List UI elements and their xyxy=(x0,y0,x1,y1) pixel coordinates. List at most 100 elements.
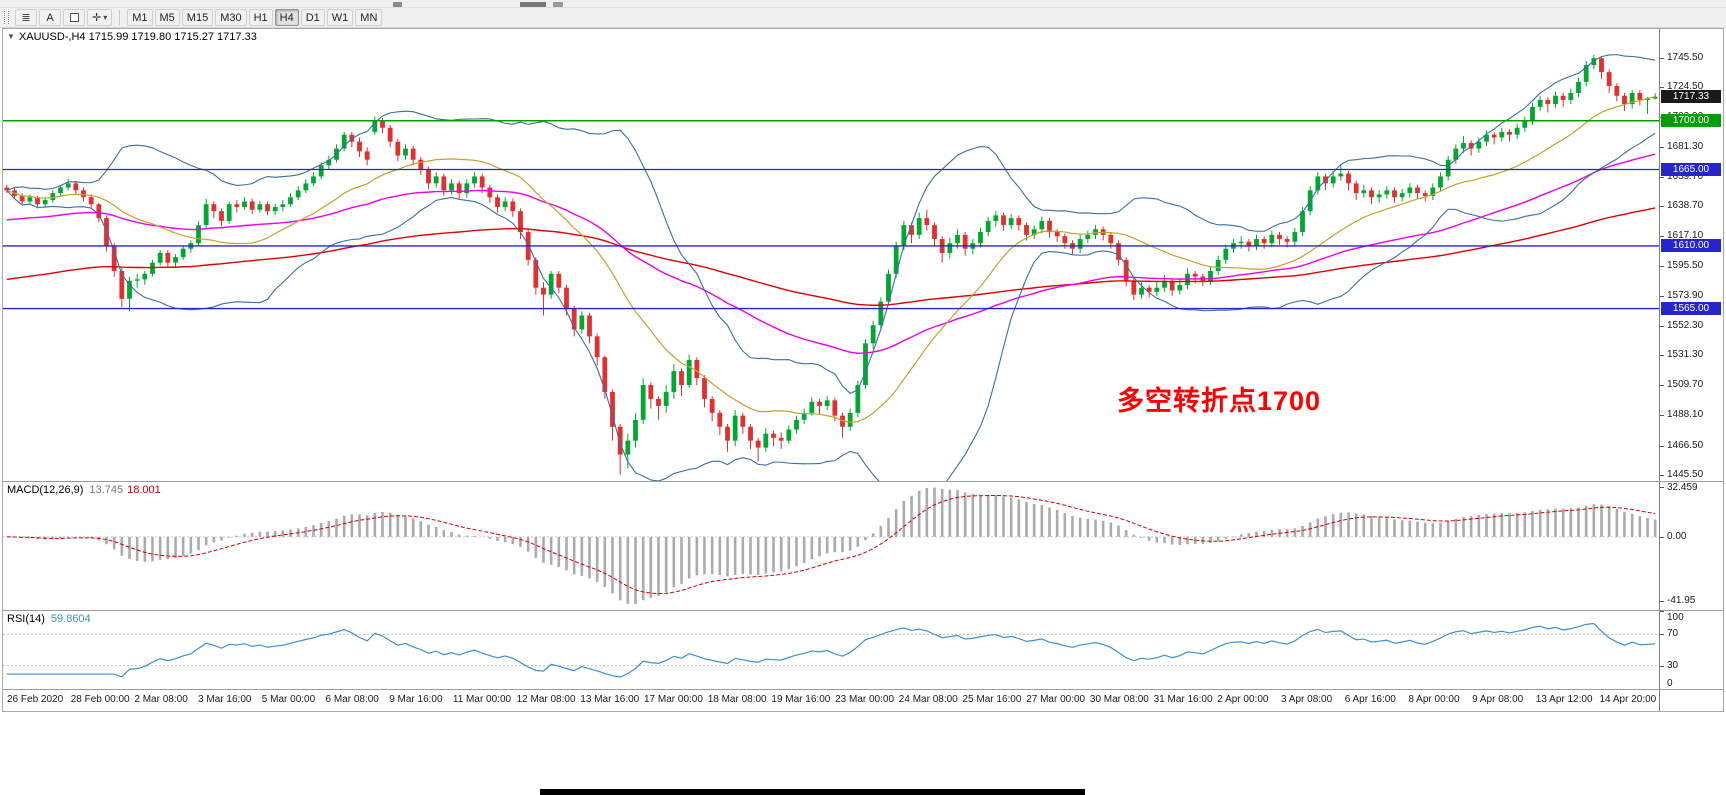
time-axis-label: 17 Mar 00:00 xyxy=(644,694,703,705)
time-axis-label: 2 Apr 00:00 xyxy=(1217,694,1269,705)
select-tool-button[interactable] xyxy=(63,9,85,26)
rsi-tick-label: 0 xyxy=(1667,678,1673,689)
price-tick-label: 1659.70 xyxy=(1667,170,1704,182)
macd-axis[interactable]: 32.459 0.00 -41.95 xyxy=(1660,482,1723,610)
price-tick-label: 1552.30 xyxy=(1667,320,1704,332)
rsi-tick-label: 70 xyxy=(1667,628,1679,640)
time-axis-label: 14 Apr 20:00 xyxy=(1599,694,1657,705)
time-axis-label: 9 Apr 08:00 xyxy=(1472,694,1524,705)
macd-main-value: 13.745 xyxy=(89,484,124,496)
timeframe-button-H1[interactable]: H1 xyxy=(248,9,273,26)
chart-window: ▼ XAUUSD-,H4 1715.99 1719.80 1715.27 1717… xyxy=(2,28,1724,712)
price-tick-label: 1595.50 xyxy=(1667,260,1704,272)
price-tick-label: 1724.50 xyxy=(1667,80,1704,92)
time-axis-label: 19 Mar 16:00 xyxy=(771,694,831,705)
rsi-axis[interactable]: 100 70 30 0 xyxy=(1660,611,1723,689)
time-axis-label: 3 Apr 08:00 xyxy=(1281,694,1333,705)
time-axis[interactable]: 26 Feb 2020 28 Feb 00:00 2 Mar 08:00 3 Mar … xyxy=(3,690,1659,711)
price-level-badge[interactable]: 1700.00 xyxy=(1661,114,1721,128)
toolbar: ≣ A ✛ ▾ M1 M5 M15 M30 H1 H4 D1 W1 MN xyxy=(0,8,1726,28)
timeframe-buttons: M1 M5 M15 M30 H1 H4 D1 W1 MN xyxy=(127,9,383,26)
bottom-bar-fragment xyxy=(540,789,1085,795)
crosshair-tool-button[interactable]: ✛ ▾ xyxy=(87,9,113,26)
rsi-header: RSI(14) 59.8604 xyxy=(7,613,91,625)
macd-signal-value: 18.001 xyxy=(127,484,161,496)
timeframe-button-H4[interactable]: H4 xyxy=(274,9,299,26)
macd-pane[interactable]: MACD(12,26,9) 13.745 18.001 xyxy=(3,482,1659,610)
time-axis-label: 23 Mar 00:00 xyxy=(835,694,895,705)
time-axis-label: 3 Mar 16:00 xyxy=(198,694,252,705)
rsi-label: RSI(14) xyxy=(7,613,45,625)
time-axis-label: 8 Apr 00:00 xyxy=(1408,694,1460,705)
pane-splitter[interactable] xyxy=(3,689,1723,690)
time-axis-label: 28 Feb 00:00 xyxy=(70,694,130,705)
time-axis-label: 5 Mar 00:00 xyxy=(261,694,316,705)
macd-tick-label: -41.95 xyxy=(1667,594,1696,606)
timeframe-button-D1[interactable]: D1 xyxy=(300,9,325,26)
rsi-tick-label: 30 xyxy=(1667,659,1679,671)
annotation-tool-button[interactable]: A xyxy=(39,9,61,26)
rsi-tick-label: 100 xyxy=(1667,612,1684,623)
collapse-icon[interactable]: ▼ xyxy=(7,32,15,41)
time-axis-label: 26 Feb 2020 xyxy=(7,694,64,705)
selection-box-icon xyxy=(69,13,79,22)
time-axis-label: 30 Mar 08:00 xyxy=(1089,694,1149,705)
macd-header: MACD(12,26,9) 13.745 18.001 xyxy=(7,484,161,496)
toolbar-separator xyxy=(119,10,121,25)
time-axis-label: 31 Mar 16:00 xyxy=(1153,694,1213,705)
price-tick-label: 1509.70 xyxy=(1667,379,1704,391)
timeframe-button-M15[interactable]: M15 xyxy=(181,9,214,26)
timeframe-button-MN[interactable]: MN xyxy=(355,9,383,26)
current-price-badge: 1717.33 xyxy=(1661,90,1721,104)
rsi-value: 59.8604 xyxy=(50,613,91,625)
price-level-badge[interactable]: 1610.00 xyxy=(1661,239,1721,253)
chart-title: ▼ XAUUSD-,H4 1715.99 1719.80 1715.27 1717… xyxy=(7,31,257,43)
price-level-badge[interactable]: 1665.00 xyxy=(1661,162,1721,176)
price-level-badge[interactable]: 1565.00 xyxy=(1661,302,1721,316)
main-chart-canvas[interactable] xyxy=(3,29,1659,481)
price-axis[interactable]: 1745.501724.501702.901681.301659.701638.… xyxy=(1660,29,1723,481)
window-artifact xyxy=(393,2,402,7)
time-axis-label: 27 Mar 00:00 xyxy=(1026,694,1086,705)
price-tick-label: 1681.30 xyxy=(1667,140,1704,152)
macd-tick-label: 32.459 xyxy=(1667,482,1698,493)
window-artifact xyxy=(520,2,546,7)
macd-canvas[interactable] xyxy=(3,482,1659,610)
timeframe-button-M1[interactable]: M1 xyxy=(127,9,153,26)
price-tick-label: 1573.90 xyxy=(1667,290,1704,302)
time-axis-label: 13 Apr 12:00 xyxy=(1535,694,1593,705)
rsi-pane[interactable]: RSI(14) 59.8604 xyxy=(3,611,1659,689)
time-axis-label: 12 Mar 08:00 xyxy=(516,694,576,705)
time-axis-label: 6 Apr 16:00 xyxy=(1344,694,1396,705)
main-chart-pane[interactable]: ▼ XAUUSD-,H4 1715.99 1719.80 1715.27 1717… xyxy=(3,29,1659,481)
time-axis-label: 9 Mar 16:00 xyxy=(389,694,443,705)
axis-corner xyxy=(1660,690,1723,711)
chart-annotation-text[interactable]: 多空转折点1700 xyxy=(1117,386,1322,416)
time-axis-label: 13 Mar 16:00 xyxy=(580,694,640,705)
price-tick-label: 1617.10 xyxy=(1667,230,1704,242)
time-axis-label: 2 Mar 08:00 xyxy=(134,694,188,705)
price-tick-label: 1445.50 xyxy=(1667,468,1704,480)
timeframe-button-M5[interactable]: M5 xyxy=(154,9,180,26)
grid-icon: ≣ xyxy=(21,12,31,24)
chart-title-text: XAUUSD-,H4 1715.99 1719.80 1715.27 1717.… xyxy=(18,31,257,43)
window-artifact xyxy=(553,2,563,7)
time-axis-label: 18 Mar 08:00 xyxy=(707,694,767,705)
time-axis-label: 11 Mar 00:00 xyxy=(452,694,512,705)
price-tick-label: 1638.70 xyxy=(1667,200,1704,212)
caret-down-icon: ▾ xyxy=(103,13,108,22)
price-tick-label: 1531.30 xyxy=(1667,349,1704,361)
price-tick-label: 1466.50 xyxy=(1667,439,1704,451)
timeframe-button-W1[interactable]: W1 xyxy=(326,9,354,26)
time-axis-label: 6 Mar 08:00 xyxy=(325,694,379,705)
pane-splitter[interactable] xyxy=(3,610,1723,611)
axis-separator xyxy=(1659,29,1660,711)
pane-splitter[interactable] xyxy=(3,481,1723,482)
macd-label: MACD(12,26,9) xyxy=(7,484,84,496)
time-axis-label: 24 Mar 08:00 xyxy=(898,694,958,705)
timeframe-button-M30[interactable]: M30 xyxy=(215,9,247,26)
grid-tool-button[interactable]: ≣ xyxy=(15,9,37,26)
rsi-canvas[interactable] xyxy=(3,611,1659,689)
crosshair-icon: ✛ xyxy=(92,12,102,24)
macd-tick-label: 0.00 xyxy=(1667,530,1687,542)
